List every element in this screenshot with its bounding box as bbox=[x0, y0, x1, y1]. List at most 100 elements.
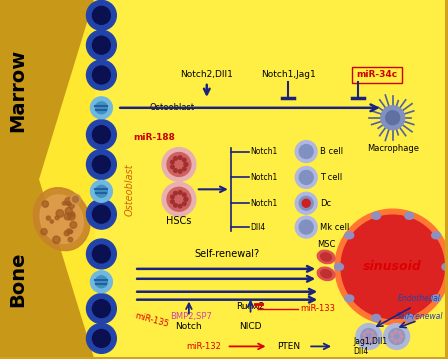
Circle shape bbox=[42, 201, 48, 207]
Circle shape bbox=[167, 187, 191, 211]
Text: Notch: Notch bbox=[176, 322, 202, 331]
Text: NICD: NICD bbox=[239, 322, 262, 331]
Text: MSC: MSC bbox=[317, 240, 335, 249]
Circle shape bbox=[381, 106, 405, 130]
Circle shape bbox=[66, 229, 72, 234]
Ellipse shape bbox=[321, 270, 332, 278]
Circle shape bbox=[41, 229, 47, 235]
Circle shape bbox=[370, 339, 374, 342]
Circle shape bbox=[86, 239, 116, 269]
Circle shape bbox=[95, 102, 108, 114]
Circle shape bbox=[174, 191, 177, 195]
Text: Osteoblast: Osteoblast bbox=[124, 163, 134, 216]
Circle shape bbox=[95, 276, 108, 288]
Circle shape bbox=[178, 204, 182, 208]
Text: miR-133: miR-133 bbox=[300, 304, 335, 313]
Text: Notch2,Dll1: Notch2,Dll1 bbox=[181, 70, 233, 79]
Circle shape bbox=[68, 237, 73, 242]
Text: Notch1: Notch1 bbox=[250, 147, 278, 156]
Circle shape bbox=[178, 156, 182, 159]
Circle shape bbox=[182, 202, 186, 206]
Circle shape bbox=[62, 202, 66, 205]
Text: miR-135: miR-135 bbox=[134, 312, 170, 330]
Ellipse shape bbox=[432, 295, 440, 302]
Bar bbox=[95, 0, 445, 357]
Text: Notch1,Jag1: Notch1,Jag1 bbox=[261, 70, 316, 79]
Circle shape bbox=[92, 155, 110, 173]
Text: miR-34c: miR-34c bbox=[356, 70, 397, 79]
Text: B cell: B cell bbox=[320, 147, 343, 156]
Circle shape bbox=[92, 300, 110, 318]
Text: Notch1: Notch1 bbox=[250, 199, 278, 208]
Circle shape bbox=[302, 199, 310, 207]
Circle shape bbox=[70, 212, 75, 216]
Text: miR-188: miR-188 bbox=[133, 133, 175, 142]
Ellipse shape bbox=[40, 195, 83, 243]
Text: T cell: T cell bbox=[320, 173, 342, 182]
Circle shape bbox=[295, 141, 317, 163]
Circle shape bbox=[92, 205, 110, 223]
Text: Endothelial: Endothelial bbox=[398, 294, 441, 303]
Text: Notch1: Notch1 bbox=[250, 173, 278, 182]
Circle shape bbox=[46, 216, 51, 220]
Text: Dc: Dc bbox=[320, 199, 331, 208]
Text: BMP2,SP7: BMP2,SP7 bbox=[170, 312, 212, 321]
Circle shape bbox=[394, 340, 397, 343]
Circle shape bbox=[391, 333, 394, 336]
Circle shape bbox=[86, 199, 116, 229]
Circle shape bbox=[69, 230, 73, 233]
Circle shape bbox=[68, 213, 75, 220]
Circle shape bbox=[341, 215, 444, 318]
Polygon shape bbox=[40, 0, 445, 357]
Text: PTEN: PTEN bbox=[277, 342, 300, 351]
Text: Macrophage: Macrophage bbox=[367, 144, 419, 153]
Circle shape bbox=[391, 337, 394, 340]
Circle shape bbox=[69, 203, 74, 209]
Text: Dll4: Dll4 bbox=[250, 223, 266, 232]
Circle shape bbox=[86, 294, 116, 323]
Circle shape bbox=[162, 182, 196, 216]
Circle shape bbox=[171, 160, 174, 164]
Circle shape bbox=[171, 165, 174, 169]
Circle shape bbox=[356, 323, 382, 349]
Circle shape bbox=[92, 126, 110, 144]
Circle shape bbox=[174, 169, 177, 172]
Circle shape bbox=[184, 163, 188, 166]
Ellipse shape bbox=[442, 264, 448, 270]
Polygon shape bbox=[40, 0, 95, 357]
Circle shape bbox=[64, 213, 71, 220]
Circle shape bbox=[64, 231, 69, 236]
Circle shape bbox=[398, 339, 401, 342]
Circle shape bbox=[66, 201, 70, 205]
Circle shape bbox=[363, 333, 366, 336]
Text: Osteoblast: Osteoblast bbox=[149, 103, 194, 112]
Circle shape bbox=[90, 180, 112, 202]
Circle shape bbox=[184, 197, 188, 201]
Circle shape bbox=[184, 163, 188, 166]
Ellipse shape bbox=[372, 212, 381, 219]
Text: Runx2: Runx2 bbox=[237, 302, 265, 311]
Circle shape bbox=[92, 330, 110, 348]
Circle shape bbox=[55, 216, 59, 220]
Circle shape bbox=[65, 208, 73, 214]
Circle shape bbox=[398, 331, 401, 334]
Circle shape bbox=[56, 210, 64, 217]
Circle shape bbox=[335, 209, 448, 325]
Circle shape bbox=[182, 193, 186, 197]
Circle shape bbox=[90, 271, 112, 293]
Ellipse shape bbox=[345, 232, 354, 239]
Text: Self-renewal?: Self-renewal? bbox=[194, 249, 259, 259]
Circle shape bbox=[86, 60, 116, 90]
Circle shape bbox=[295, 192, 317, 214]
Circle shape bbox=[372, 335, 375, 338]
Circle shape bbox=[178, 169, 182, 173]
Circle shape bbox=[184, 197, 188, 201]
Circle shape bbox=[50, 220, 53, 223]
Circle shape bbox=[167, 153, 191, 176]
Circle shape bbox=[299, 220, 313, 234]
Circle shape bbox=[295, 216, 317, 238]
Text: Mk cell: Mk cell bbox=[320, 223, 349, 232]
Circle shape bbox=[171, 200, 174, 204]
Circle shape bbox=[372, 335, 375, 338]
Circle shape bbox=[295, 167, 317, 188]
